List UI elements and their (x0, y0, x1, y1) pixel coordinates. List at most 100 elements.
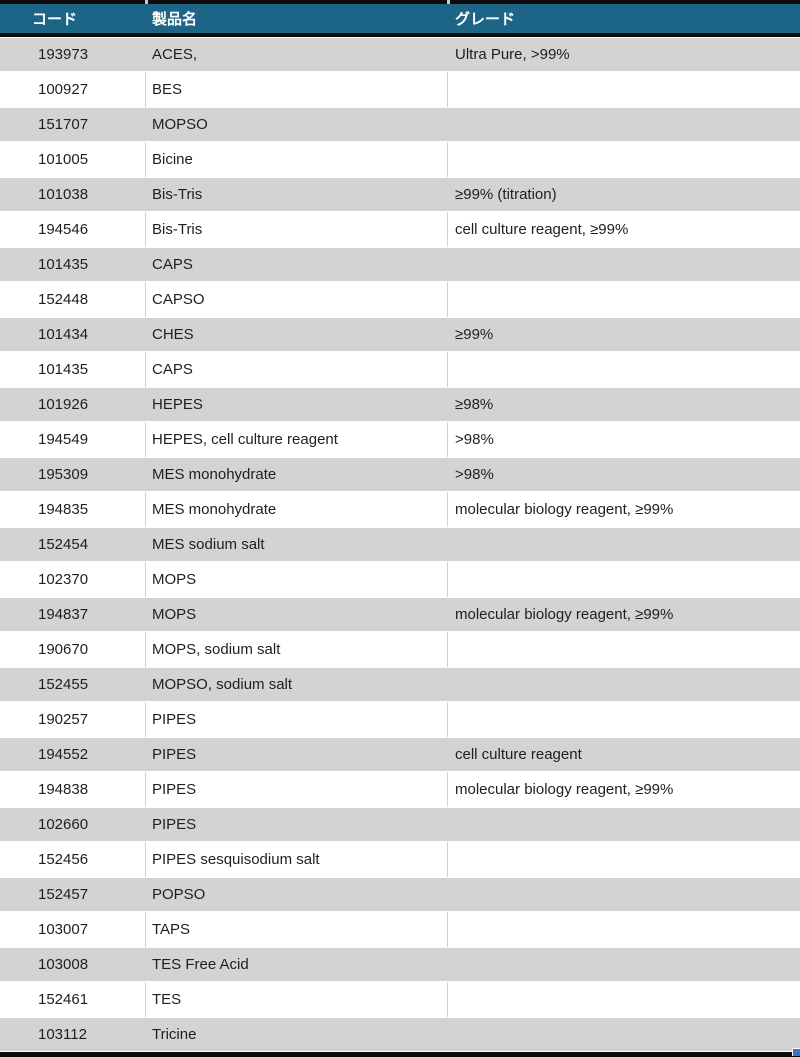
grade-cell[interactable]: >98% (448, 422, 800, 457)
product-name-cell[interactable]: PIPES (146, 772, 448, 807)
grade-cell[interactable]: molecular biology reagent, ≥99% (448, 492, 800, 527)
grade-cell[interactable]: >98% (448, 457, 800, 492)
code-cell[interactable]: 195309 (0, 457, 146, 492)
grade-cell[interactable]: ≥99% (titration) (448, 177, 800, 212)
code-cell[interactable]: 190670 (0, 632, 146, 667)
table-row: 190257 PIPES (0, 702, 800, 737)
code-cell[interactable]: 152461 (0, 982, 146, 1017)
code-cell[interactable]: 193973 (0, 37, 146, 72)
code-cell[interactable]: 103112 (0, 1017, 146, 1052)
product-name-cell[interactable]: HEPES (146, 387, 448, 422)
grade-cell[interactable] (448, 842, 800, 877)
grade-cell[interactable] (448, 72, 800, 107)
grade-cell[interactable]: cell culture reagent, ≥99% (448, 212, 800, 247)
product-name-cell[interactable]: Bis-Tris (146, 177, 448, 212)
grade-cell[interactable]: ≥98% (448, 387, 800, 422)
table-row: 152454 MES sodium salt (0, 527, 800, 562)
product-name-cell[interactable]: PIPES (146, 807, 448, 842)
grade-cell[interactable]: Ultra Pure, >99% (448, 37, 800, 72)
code-cell[interactable]: 103008 (0, 947, 146, 982)
code-cell[interactable]: 194837 (0, 597, 146, 632)
code-cell[interactable]: 101005 (0, 142, 146, 177)
code-cell[interactable]: 194838 (0, 772, 146, 807)
table-row: 151707 MOPSO (0, 107, 800, 142)
table-row: 194549 HEPES, cell culture reagent >98% (0, 422, 800, 457)
grade-cell[interactable] (448, 912, 800, 947)
product-name-cell[interactable]: CHES (146, 317, 448, 352)
grade-cell[interactable] (448, 982, 800, 1017)
code-cell[interactable]: 101435 (0, 352, 146, 387)
grade-cell[interactable] (448, 142, 800, 177)
product-name-cell[interactable]: PIPES (146, 702, 448, 737)
product-name-cell[interactable]: Tricine (146, 1017, 448, 1052)
grade-cell[interactable] (448, 877, 800, 912)
product-name-cell[interactable]: MOPS (146, 562, 448, 597)
grade-cell[interactable]: molecular biology reagent, ≥99% (448, 597, 800, 632)
grade-cell[interactable] (448, 247, 800, 282)
product-name-cell[interactable]: CAPS (146, 352, 448, 387)
column-header-code[interactable]: コード (0, 4, 146, 37)
grade-cell[interactable] (448, 947, 800, 982)
product-name-cell[interactable]: BES (146, 72, 448, 107)
code-cell[interactable]: 152456 (0, 842, 146, 877)
code-cell[interactable]: 194549 (0, 422, 146, 457)
grade-cell[interactable] (448, 352, 800, 387)
product-name-cell[interactable]: MES monohydrate (146, 457, 448, 492)
code-cell[interactable]: 194546 (0, 212, 146, 247)
code-cell[interactable]: 194552 (0, 737, 146, 772)
product-name-cell[interactable]: POPSO (146, 877, 448, 912)
product-name-cell[interactable]: TES (146, 982, 448, 1017)
grade-cell[interactable] (448, 527, 800, 562)
product-name-cell[interactable]: CAPS (146, 247, 448, 282)
product-name-cell[interactable]: MOPS, sodium salt (146, 632, 448, 667)
product-name-cell[interactable]: MOPSO (146, 107, 448, 142)
code-cell[interactable]: 102660 (0, 807, 146, 842)
product-name-cell[interactable]: TES Free Acid (146, 947, 448, 982)
grade-cell[interactable] (448, 632, 800, 667)
table-bottom-border (0, 1052, 800, 1057)
table-row: 101435 CAPS (0, 352, 800, 387)
table-row: 103112 Tricine (0, 1017, 800, 1052)
code-cell[interactable]: 152455 (0, 667, 146, 702)
product-name-cell[interactable]: MOPSO, sodium salt (146, 667, 448, 702)
column-header-product-name[interactable]: 製品名 (146, 4, 448, 37)
code-cell[interactable]: 103007 (0, 912, 146, 947)
code-cell[interactable]: 102370 (0, 562, 146, 597)
code-cell[interactable]: 101926 (0, 387, 146, 422)
grade-cell[interactable]: molecular biology reagent, ≥99% (448, 772, 800, 807)
grade-cell[interactable] (448, 1017, 800, 1052)
code-cell[interactable]: 101434 (0, 317, 146, 352)
product-name-cell[interactable]: MOPS (146, 597, 448, 632)
product-name-cell[interactable]: PIPES (146, 737, 448, 772)
grade-cell[interactable]: ≥99% (448, 317, 800, 352)
grade-cell[interactable] (448, 282, 800, 317)
column-header-grade[interactable]: グレード (448, 4, 800, 37)
code-cell[interactable]: 101435 (0, 247, 146, 282)
table-row: 194546 Bis-Tris cell culture reagent, ≥99% (0, 212, 800, 247)
code-cell[interactable]: 151707 (0, 107, 146, 142)
product-name-cell[interactable]: ACES, (146, 37, 448, 72)
code-cell[interactable]: 101038 (0, 177, 146, 212)
product-name-cell[interactable]: MES sodium salt (146, 527, 448, 562)
grade-cell[interactable] (448, 702, 800, 737)
product-name-cell[interactable]: Bicine (146, 142, 448, 177)
grade-cell[interactable]: cell culture reagent (448, 737, 800, 772)
product-name-cell[interactable]: Bis-Tris (146, 212, 448, 247)
product-name-cell[interactable]: PIPES sesquisodium salt (146, 842, 448, 877)
product-name-cell[interactable]: HEPES, cell culture reagent (146, 422, 448, 457)
grade-cell[interactable] (448, 562, 800, 597)
code-cell[interactable]: 152448 (0, 282, 146, 317)
grade-cell[interactable] (448, 107, 800, 142)
code-cell[interactable]: 100927 (0, 72, 146, 107)
product-name-cell[interactable]: CAPSO (146, 282, 448, 317)
code-cell[interactable]: 190257 (0, 702, 146, 737)
product-name-cell[interactable]: MES monohydrate (146, 492, 448, 527)
grade-cell[interactable] (448, 807, 800, 842)
product-name-cell[interactable]: TAPS (146, 912, 448, 947)
selection-fill-handle[interactable] (792, 1048, 800, 1056)
grade-cell[interactable] (448, 667, 800, 702)
code-cell[interactable]: 194835 (0, 492, 146, 527)
code-cell[interactable]: 152454 (0, 527, 146, 562)
code-cell[interactable]: 152457 (0, 877, 146, 912)
